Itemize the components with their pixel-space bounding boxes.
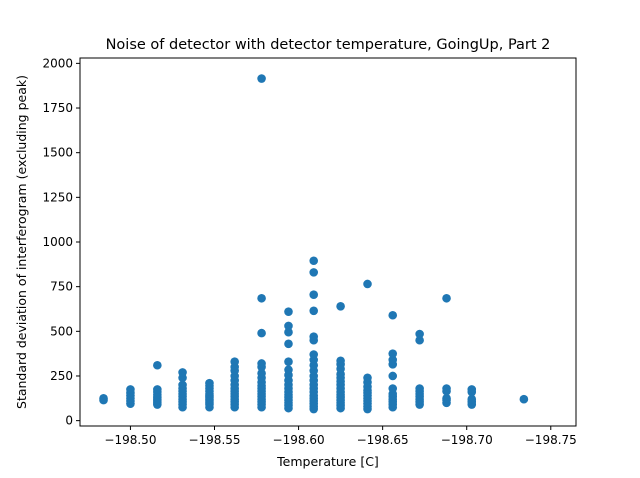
data-point — [467, 385, 477, 394]
y-axis-label: Standard deviation of interferogram (exc… — [14, 75, 29, 409]
data-point — [309, 256, 319, 266]
x-axis-label: Temperature [C] — [276, 454, 379, 469]
y-tick-label: 500 — [50, 324, 73, 338]
data-point — [388, 384, 398, 393]
data-point — [257, 369, 266, 378]
data-point — [467, 394, 477, 404]
x-tick-label: −198.70 — [441, 433, 493, 447]
data-point — [519, 394, 529, 404]
data-point — [442, 394, 451, 403]
data-point — [442, 384, 451, 393]
data-point — [415, 384, 424, 393]
x-tick-label: −198.65 — [357, 433, 409, 447]
data-point — [309, 306, 319, 316]
chart-title: Noise of detector with detector temperat… — [106, 37, 551, 53]
data-point — [257, 328, 266, 338]
data-point — [309, 290, 319, 300]
data-point — [388, 310, 398, 320]
data-point — [178, 380, 187, 390]
y-tick-label: 250 — [50, 369, 73, 383]
data-point — [257, 74, 266, 83]
data-point — [126, 385, 135, 394]
data-point — [230, 357, 239, 366]
y-tick-label: 1250 — [42, 190, 73, 204]
data-point — [415, 329, 424, 339]
data-point — [284, 307, 293, 316]
y-tick-label: 1500 — [42, 146, 73, 160]
data-point — [363, 279, 372, 289]
y-tick-label: 750 — [50, 280, 73, 294]
data-point — [388, 349, 398, 358]
x-tick-label: −198.75 — [525, 433, 577, 447]
data-point — [336, 356, 345, 366]
data-point — [178, 368, 187, 377]
data-point — [205, 378, 214, 388]
y-tick-label: 2000 — [42, 56, 73, 70]
data-point — [442, 293, 451, 303]
y-tick-label: 1000 — [42, 235, 73, 249]
data-points — [99, 74, 529, 414]
data-point — [415, 335, 424, 345]
data-point — [284, 327, 293, 337]
data-point — [284, 365, 293, 375]
data-point — [363, 373, 372, 383]
x-tick-label: −198.60 — [273, 433, 325, 447]
data-point — [309, 268, 319, 277]
x-tick-label: −198.55 — [188, 433, 240, 447]
data-point — [153, 385, 162, 394]
data-point — [153, 360, 162, 370]
data-point — [284, 339, 293, 349]
y-axis-ticks: 0 250 500 750 1000 1250 1500 1750 2000 — [42, 56, 80, 428]
data-point — [309, 332, 319, 341]
data-point — [257, 359, 266, 368]
y-tick-label: 1750 — [42, 101, 73, 115]
data-point — [284, 321, 293, 331]
data-point — [257, 293, 266, 303]
data-point — [336, 302, 345, 311]
data-point — [99, 394, 108, 403]
data-point — [284, 357, 293, 366]
x-axis-ticks: −198.50 −198.55 −198.60 −198.65 −198.70 −198.… — [104, 426, 577, 447]
data-point — [309, 350, 319, 359]
data-point — [388, 355, 398, 365]
x-tick-label: −198.50 — [104, 433, 156, 447]
y-tick-label: 0 — [65, 414, 73, 428]
data-point — [388, 371, 398, 381]
